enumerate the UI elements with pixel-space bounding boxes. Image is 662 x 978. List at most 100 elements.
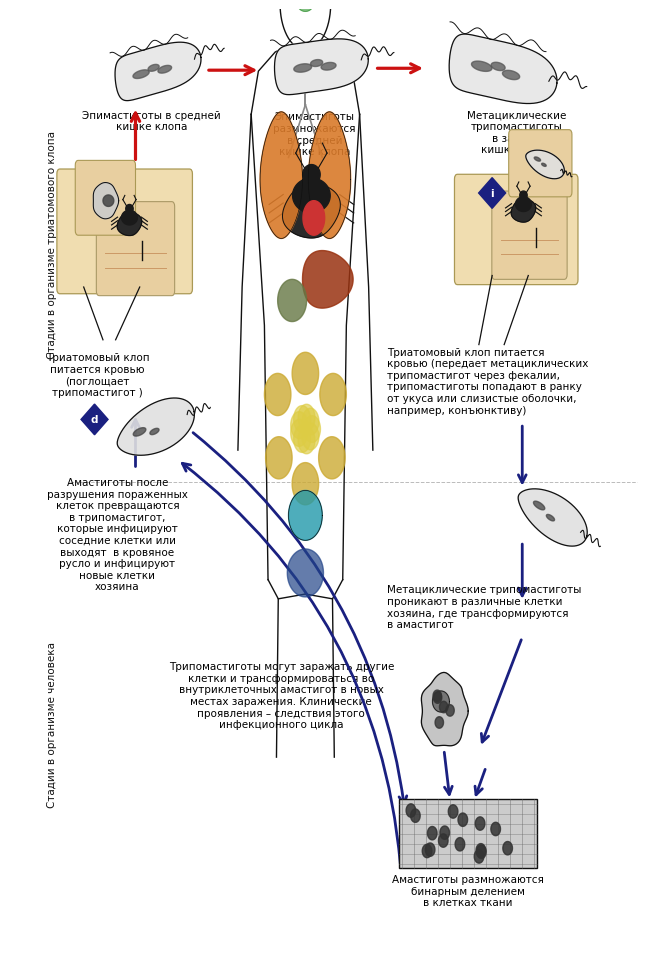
- Polygon shape: [471, 62, 492, 72]
- Polygon shape: [534, 502, 545, 511]
- Polygon shape: [546, 514, 555, 521]
- Polygon shape: [285, 0, 325, 13]
- Polygon shape: [298, 427, 315, 455]
- Polygon shape: [434, 692, 442, 703]
- Text: d: d: [91, 415, 98, 425]
- Polygon shape: [308, 112, 351, 240]
- Polygon shape: [428, 826, 437, 840]
- Polygon shape: [318, 437, 345, 479]
- Polygon shape: [275, 40, 368, 96]
- Polygon shape: [526, 151, 564, 180]
- Polygon shape: [265, 437, 292, 479]
- Text: Амастиготы размножаются
бинарным делением
в клетках ткани: Амастиготы размножаются бинарным деление…: [392, 874, 544, 908]
- Polygon shape: [81, 405, 108, 435]
- Polygon shape: [320, 374, 346, 417]
- Polygon shape: [446, 705, 454, 717]
- Polygon shape: [303, 165, 320, 185]
- Polygon shape: [295, 43, 316, 50]
- Polygon shape: [455, 838, 465, 851]
- Polygon shape: [440, 701, 448, 713]
- Polygon shape: [491, 64, 505, 71]
- Polygon shape: [475, 817, 485, 830]
- Polygon shape: [292, 353, 318, 395]
- FancyBboxPatch shape: [508, 130, 572, 198]
- Polygon shape: [491, 822, 500, 836]
- FancyBboxPatch shape: [97, 202, 175, 296]
- Polygon shape: [287, 550, 324, 598]
- Polygon shape: [406, 804, 416, 818]
- Polygon shape: [264, 374, 291, 417]
- Text: i: i: [491, 189, 494, 199]
- Polygon shape: [280, 0, 331, 51]
- Polygon shape: [293, 179, 330, 214]
- Polygon shape: [502, 71, 520, 80]
- Polygon shape: [432, 691, 449, 712]
- Polygon shape: [294, 406, 310, 433]
- Polygon shape: [115, 43, 201, 102]
- Text: Трипомастиготы могут заражать другие
клетки и трансформироваться во
внутриклеточ: Трипомастиготы могут заражать другие кле…: [169, 661, 394, 730]
- Polygon shape: [435, 717, 444, 729]
- Polygon shape: [291, 412, 308, 439]
- Polygon shape: [289, 491, 322, 541]
- Polygon shape: [298, 405, 315, 431]
- Text: Метациклические трипомастиготы
проникают в различные клетки
хозяина, где трансфо: Метациклические трипомастиготы проникают…: [387, 585, 581, 630]
- Polygon shape: [511, 200, 536, 223]
- Polygon shape: [283, 184, 340, 239]
- Polygon shape: [303, 251, 353, 309]
- Polygon shape: [294, 65, 312, 73]
- Polygon shape: [449, 35, 557, 105]
- FancyBboxPatch shape: [455, 175, 578, 286]
- Text: Триатомовый клоп
питается кровью
(поглощает
трипомастигот ): Триатомовый клоп питается кровью (поглощ…: [46, 353, 150, 398]
- Polygon shape: [302, 423, 319, 451]
- Polygon shape: [422, 673, 468, 746]
- Text: Стадии в организме триатомового клопа: Стадии в организме триатомового клопа: [48, 131, 58, 359]
- Text: Эпимастиготы
размножаются
в средней
кишке клопа: Эпимастиготы размножаются в средней кишк…: [273, 112, 355, 157]
- Text: Стадии в организме человека: Стадии в организме человека: [48, 641, 58, 807]
- Polygon shape: [476, 844, 486, 857]
- FancyBboxPatch shape: [75, 161, 136, 236]
- Polygon shape: [542, 164, 546, 167]
- Polygon shape: [294, 426, 310, 453]
- Polygon shape: [292, 464, 318, 506]
- Polygon shape: [133, 428, 146, 436]
- Polygon shape: [479, 178, 506, 209]
- Polygon shape: [433, 690, 442, 702]
- Polygon shape: [503, 842, 512, 855]
- Polygon shape: [477, 845, 486, 859]
- Polygon shape: [303, 201, 324, 236]
- Polygon shape: [148, 66, 159, 72]
- Polygon shape: [93, 183, 118, 220]
- Polygon shape: [438, 834, 448, 847]
- FancyBboxPatch shape: [492, 192, 567, 280]
- Polygon shape: [103, 196, 114, 207]
- Polygon shape: [458, 813, 467, 826]
- Polygon shape: [425, 843, 435, 857]
- Polygon shape: [133, 70, 149, 79]
- Polygon shape: [126, 205, 133, 214]
- Polygon shape: [302, 409, 319, 435]
- Polygon shape: [516, 198, 532, 212]
- Polygon shape: [150, 429, 159, 435]
- Polygon shape: [291, 421, 308, 447]
- Polygon shape: [158, 67, 171, 74]
- Text: Амастиготы после
разрушения пораженных
клеток превращаются
в трипомастигот,
кото: Амастиготы после разрушения пораженных к…: [47, 477, 188, 592]
- Polygon shape: [277, 280, 307, 322]
- Polygon shape: [122, 211, 138, 226]
- Text: Эпимастиготы в средней
кишке клопа: Эпимастиготы в средней кишке клопа: [82, 111, 221, 132]
- Polygon shape: [117, 213, 142, 237]
- Polygon shape: [474, 850, 484, 864]
- Polygon shape: [534, 157, 541, 162]
- Polygon shape: [518, 489, 587, 547]
- Polygon shape: [117, 399, 195, 456]
- Polygon shape: [422, 844, 432, 858]
- Text: Метациклические
трипомастиготы
в задней
кишке клопа: Метациклические трипомастиготы в задней …: [467, 111, 566, 156]
- Text: Триатомовый клоп питается
кровью (передает метациклических
трипомастигот через ф: Триатомовый клоп питается кровью (переда…: [387, 347, 588, 415]
- Polygon shape: [410, 809, 420, 822]
- Polygon shape: [321, 64, 336, 71]
- Polygon shape: [304, 417, 320, 443]
- Polygon shape: [310, 61, 322, 67]
- FancyBboxPatch shape: [57, 170, 193, 294]
- Bar: [399, 800, 538, 868]
- Polygon shape: [260, 112, 303, 240]
- Polygon shape: [440, 826, 449, 839]
